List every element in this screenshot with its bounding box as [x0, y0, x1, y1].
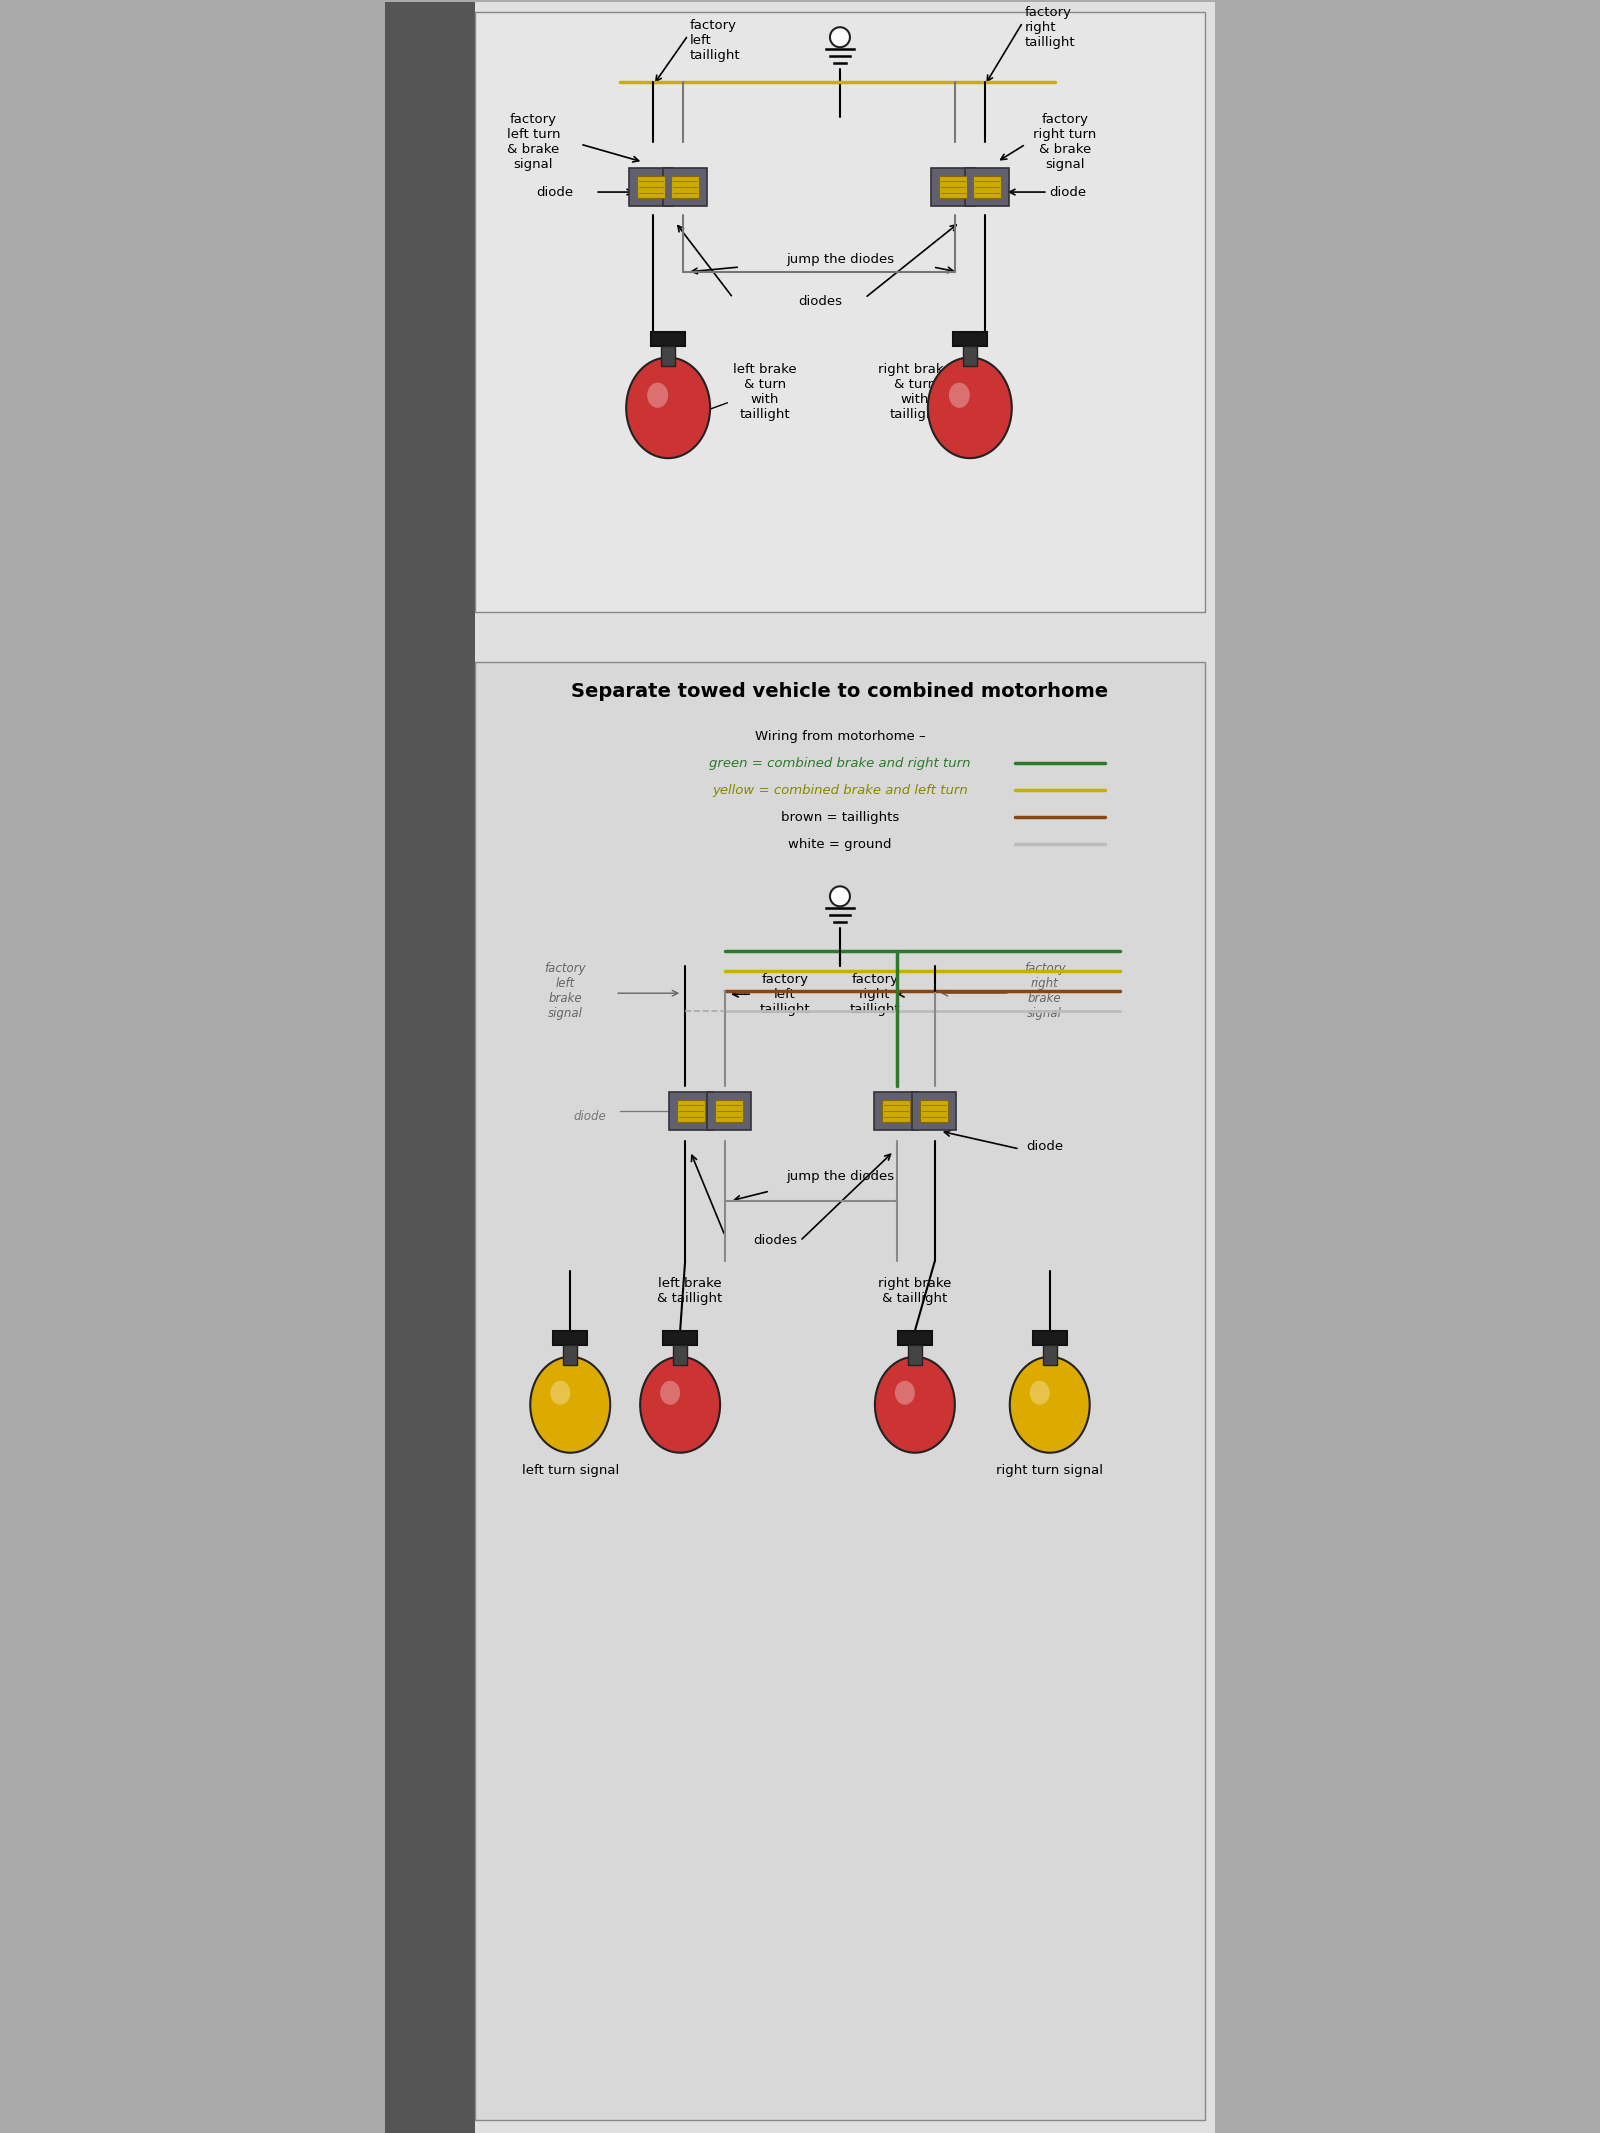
Text: diodes: diodes: [798, 296, 842, 309]
Ellipse shape: [1030, 1380, 1050, 1406]
Bar: [965, 169, 1008, 207]
Ellipse shape: [530, 1357, 610, 1453]
Bar: [554, 1331, 587, 1344]
Bar: [674, 1344, 686, 1365]
Bar: [715, 1101, 742, 1122]
Ellipse shape: [949, 382, 970, 407]
Ellipse shape: [875, 1357, 955, 1453]
Bar: [912, 1092, 955, 1130]
Text: yellow = combined brake and left turn: yellow = combined brake and left turn: [712, 785, 968, 798]
Bar: [670, 177, 699, 198]
Text: green = combined brake and right turn: green = combined brake and right turn: [709, 757, 971, 770]
Text: factory
left turn
& brake
signal: factory left turn & brake signal: [507, 113, 560, 171]
Bar: [1032, 1331, 1067, 1344]
Bar: [882, 1101, 910, 1122]
Bar: [954, 333, 987, 346]
Bar: [707, 1092, 750, 1130]
Ellipse shape: [928, 358, 1011, 459]
Bar: [1043, 1344, 1056, 1365]
Bar: [563, 1344, 578, 1365]
Bar: [874, 1092, 918, 1130]
Bar: [662, 1331, 698, 1344]
Bar: [475, 661, 1205, 2120]
Bar: [669, 1092, 714, 1130]
Text: left turn signal: left turn signal: [522, 1463, 619, 1478]
Bar: [386, 2, 475, 2133]
Bar: [677, 1101, 706, 1122]
Ellipse shape: [1010, 1357, 1090, 1453]
Bar: [931, 169, 974, 207]
Bar: [662, 169, 707, 207]
Text: Wiring from motorhome –: Wiring from motorhome –: [755, 729, 925, 742]
Text: diode: diode: [1050, 186, 1086, 198]
Bar: [475, 13, 1205, 612]
Text: factory
left
brake
signal: factory left brake signal: [544, 962, 586, 1020]
Text: factory
right turn
& brake
signal: factory right turn & brake signal: [1034, 113, 1096, 171]
Text: left brake
& turn
with
taillight: left brake & turn with taillight: [733, 363, 797, 420]
Circle shape: [830, 887, 850, 907]
Ellipse shape: [894, 1380, 915, 1406]
Circle shape: [830, 28, 850, 47]
Bar: [661, 346, 675, 367]
Bar: [637, 177, 666, 198]
Text: factory
right
taillight: factory right taillight: [1024, 6, 1075, 49]
Text: white = ground: white = ground: [789, 838, 891, 851]
Text: right brake
& taillight: right brake & taillight: [878, 1278, 952, 1305]
Bar: [963, 346, 978, 367]
Ellipse shape: [646, 382, 669, 407]
Text: jump the diodes: jump the diodes: [786, 1169, 894, 1182]
Text: factory
left
taillight: factory left taillight: [690, 19, 741, 62]
Text: diode: diode: [1026, 1139, 1064, 1152]
Text: factory
left
taillight: factory left taillight: [760, 973, 810, 1015]
Text: brown = taillights: brown = taillights: [781, 811, 899, 823]
Text: factory
right
taillight: factory right taillight: [850, 973, 901, 1015]
Text: right turn signal: right turn signal: [997, 1463, 1104, 1478]
Bar: [973, 177, 1000, 198]
Bar: [651, 333, 685, 346]
Ellipse shape: [550, 1380, 570, 1406]
Ellipse shape: [661, 1380, 680, 1406]
Text: diodes: diodes: [754, 1235, 797, 1248]
Ellipse shape: [626, 358, 710, 459]
Text: right brake
& turn
with
taillight: right brake & turn with taillight: [878, 363, 952, 420]
Bar: [939, 177, 966, 198]
Text: jump the diodes: jump the diodes: [786, 254, 894, 267]
Text: left brake
& taillight: left brake & taillight: [658, 1278, 723, 1305]
Ellipse shape: [640, 1357, 720, 1453]
Text: Separate towed vehicle to combined motorhome: Separate towed vehicle to combined motor…: [571, 683, 1109, 702]
Text: diode: diode: [536, 186, 574, 198]
Bar: [920, 1101, 947, 1122]
Text: diode: diode: [574, 1109, 606, 1122]
Bar: [629, 169, 674, 207]
Text: factory
right
brake
signal: factory right brake signal: [1024, 962, 1066, 1020]
Bar: [907, 1344, 922, 1365]
Bar: [898, 1331, 931, 1344]
